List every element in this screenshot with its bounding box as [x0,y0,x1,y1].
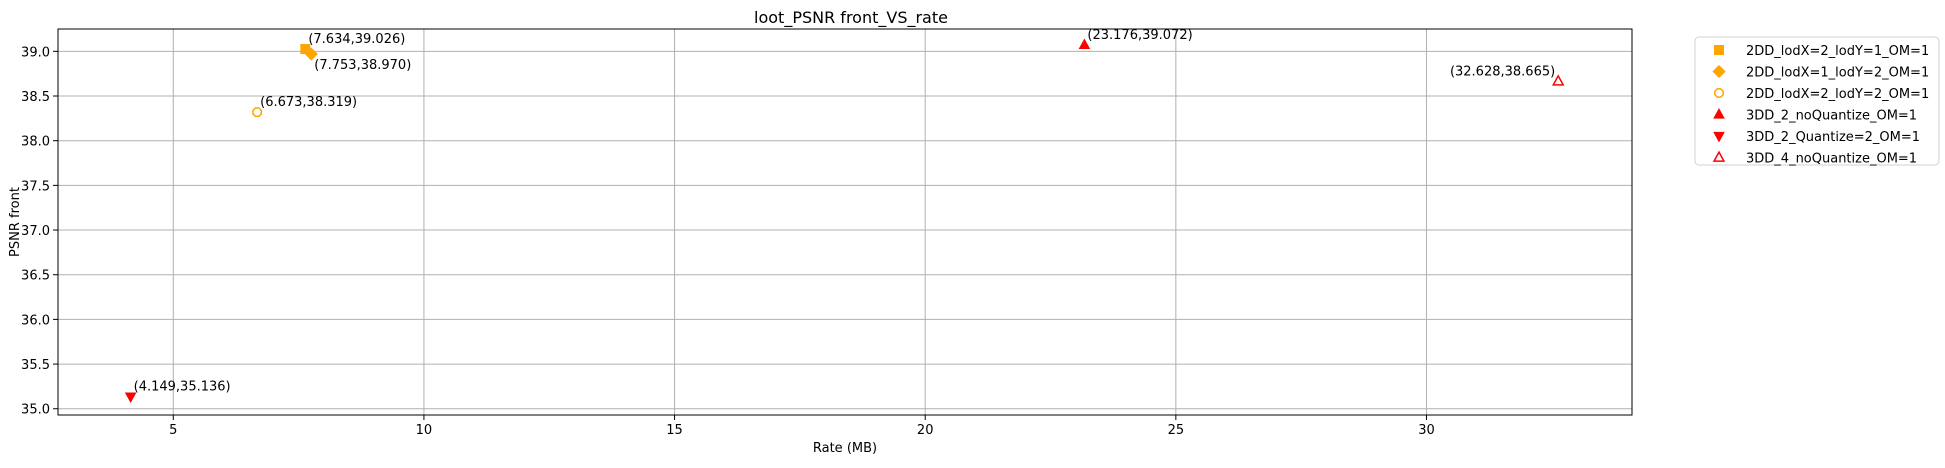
data-points [124,38,1565,404]
point-annotation: (7.634,39.026) [308,32,405,47]
y-tick-label: 35.0 [21,403,50,418]
y-tick-label: 37.0 [21,224,50,239]
x-tick-label: 5 [169,423,177,438]
point-annotation: (7.753,38.970) [314,58,411,73]
y-tick-label: 36.5 [21,269,50,284]
y-axis-label: PSNR front [8,187,23,257]
x-tick-label: 15 [666,423,683,438]
legend-frame [1694,36,1940,166]
data-labels: (7.634,39.026) (7.753,38.970) (6.673,38.31… [134,28,1556,395]
legend-entry: 3DD_2_noQuantize_OM=1 [1746,109,1917,124]
y-axis-ticks: 35.0 35.5 36.0 36.5 37.0 37.5 38.0 38.5 39.0 [21,45,58,418]
data-point [1078,38,1091,50]
x-tick-label: 20 [917,423,934,438]
y-tick-label: 39.0 [21,45,50,60]
grid [58,29,1632,415]
legend-entry: 3DD_2_Quantize=2_OM=1 [1746,130,1920,145]
data-point [124,392,137,404]
legend-marker [1714,45,1724,55]
legend-entry: 2DD_lodX=2_lodY=2_OM=1 [1746,87,1929,102]
data-point [252,107,263,118]
data-point [1551,74,1565,86]
y-tick-label: 38.0 [21,135,50,150]
y-tick-label: 36.0 [21,313,50,328]
legend-marker [1712,64,1726,79]
point-annotation: (4.149,35.136) [134,380,231,395]
x-tick-label: 10 [416,423,433,438]
plot-area [57,28,1633,416]
legend-entry: 3DD_4_noQuantize_OM=1 [1746,152,1917,167]
legend-marker [1712,150,1726,162]
chart-title: loot_PSNR front_VS_rate [754,8,948,28]
point-annotation: (23.176,39.072) [1087,28,1192,43]
legend-marker [1714,88,1724,98]
x-axis-ticks: 5 10 15 20 25 30 [169,415,1435,438]
point-annotation: (32.628,38.665) [1450,64,1555,79]
legend: 2DD_lodX=2_lodY=1_OM=1 2DD_lodX=1_lodY=2_… [1694,36,1940,167]
y-tick-label: 37.5 [21,179,50,194]
data-point [304,47,318,61]
legend-entry: 2DD_lodX=1_lodY=2_OM=1 [1746,66,1929,81]
legend-marker [1713,131,1725,143]
x-tick-label: 30 [1418,423,1435,438]
x-axis-label: Rate (MB) [813,441,877,456]
x-tick-label: 25 [1168,423,1185,438]
legend-marker [1713,108,1725,119]
legend-entry: 2DD_lodX=2_lodY=1_OM=1 [1746,44,1929,59]
point-annotation: (6.673,38.319) [260,95,357,110]
y-tick-label: 35.5 [21,358,50,373]
y-tick-label: 38.5 [21,90,50,105]
